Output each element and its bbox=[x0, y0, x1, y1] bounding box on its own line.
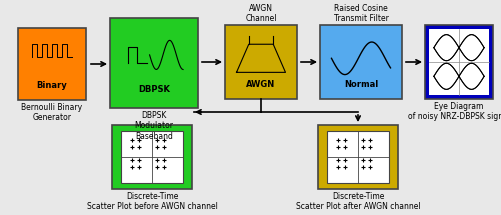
Text: Normal: Normal bbox=[344, 80, 378, 89]
Bar bbox=[18, 28, 86, 100]
Bar bbox=[429, 29, 489, 95]
Text: Raised Cosine
Transmit Filter: Raised Cosine Transmit Filter bbox=[334, 4, 388, 23]
Text: Discrete-Time
Scatter Plot after AWGN channel: Discrete-Time Scatter Plot after AWGN ch… bbox=[296, 192, 420, 211]
Bar bbox=[320, 25, 402, 99]
Text: AWGN
Channel: AWGN Channel bbox=[245, 4, 277, 23]
Bar bbox=[121, 131, 183, 183]
Text: DBPSK: DBPSK bbox=[138, 86, 170, 95]
Text: Discrete-Time
Scatter Plot before AWGN channel: Discrete-Time Scatter Plot before AWGN c… bbox=[87, 192, 217, 211]
Bar bbox=[225, 25, 297, 99]
Bar bbox=[425, 25, 493, 99]
Text: Eye Diagram
of noisy NRZ-DBPSK signal: Eye Diagram of noisy NRZ-DBPSK signal bbox=[408, 102, 501, 121]
Bar bbox=[110, 18, 198, 108]
Bar bbox=[318, 125, 398, 189]
Text: Binary: Binary bbox=[37, 81, 67, 90]
Text: AWGN: AWGN bbox=[246, 80, 276, 89]
Text: Bernoulli Binary
Generator: Bernoulli Binary Generator bbox=[22, 103, 83, 122]
Bar bbox=[112, 125, 192, 189]
Text: DBPSK
Modulator
Baseband: DBPSK Modulator Baseband bbox=[134, 111, 173, 141]
Bar bbox=[327, 131, 389, 183]
